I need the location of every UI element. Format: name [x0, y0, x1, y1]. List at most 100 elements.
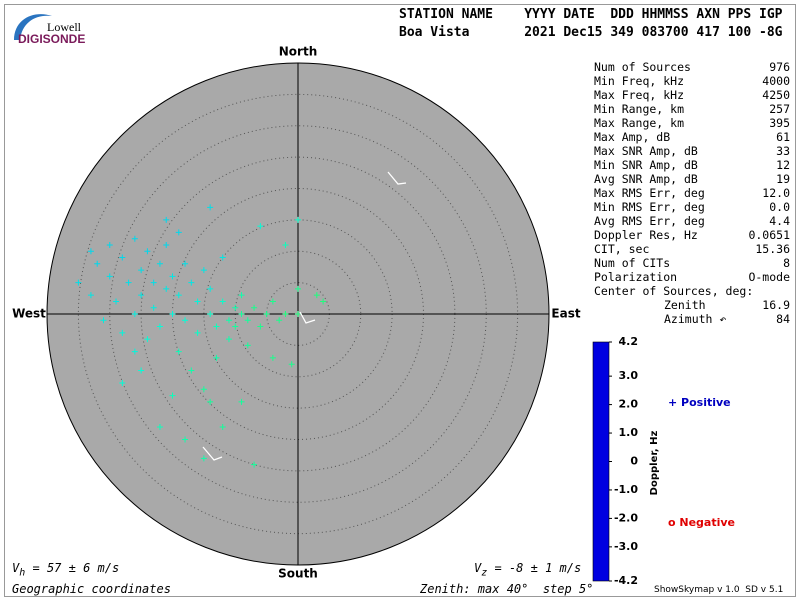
colorbar-tick-label: -1.0	[614, 483, 638, 496]
source-marker	[200, 386, 207, 393]
source-marker	[213, 323, 220, 330]
colorbar-tick-label: 3.0	[619, 369, 639, 382]
symbol: V	[474, 561, 482, 575]
stat-row: Max Freq, kHz 4250	[594, 88, 790, 102]
source-marker	[194, 298, 201, 305]
stat-value: 33	[776, 144, 790, 158]
stat-value: 8	[783, 256, 790, 270]
source-marker	[188, 279, 195, 286]
stat-value: 4.4	[769, 214, 790, 228]
stat-value: 12	[776, 158, 790, 172]
source-marker	[100, 317, 107, 324]
stat-row: Avg RMS Err, deg 4.4	[594, 214, 790, 228]
source-marker	[119, 380, 126, 387]
source-marker	[138, 267, 145, 274]
legend-positive: + Positive	[668, 396, 731, 409]
source-marker	[138, 292, 145, 299]
source-marker	[156, 260, 163, 267]
logo-swoosh	[14, 14, 52, 40]
source-marker	[207, 285, 214, 292]
stat-value: 976	[769, 60, 790, 74]
colorbar-tick-label: -4.2	[614, 574, 638, 587]
source-marker	[238, 311, 245, 317]
source-marker	[257, 223, 264, 230]
stat-value: 0.0	[769, 200, 790, 214]
stat-value: 19	[776, 172, 790, 186]
stat-label: Min Freq, kHz	[594, 74, 685, 88]
stat-label: CIT, sec	[594, 242, 650, 256]
stat-label: Azimuth ↶	[664, 312, 727, 326]
source-marker	[163, 241, 170, 248]
colorbar-tick-label: 0	[630, 455, 638, 468]
source-marker	[175, 229, 182, 236]
stat-value: 395	[769, 116, 790, 130]
source-marker	[163, 285, 170, 292]
stat-row: Num of CITs 8	[594, 256, 790, 270]
source-marker	[138, 367, 145, 374]
source-marker	[269, 354, 276, 361]
source-marker	[106, 241, 113, 248]
stat-value: 15.36	[755, 242, 790, 256]
source-marker	[282, 311, 289, 317]
colorbar-tick-label: 1.0	[619, 426, 639, 439]
source-marker	[295, 216, 301, 223]
source-marker	[219, 298, 226, 305]
south-label: South	[278, 567, 318, 581]
stat-label: Max Range, km	[594, 116, 685, 130]
stat-row: Min Range, km 257	[594, 102, 790, 116]
source-marker	[200, 455, 207, 462]
stat-row: Num of Sources 976	[594, 60, 790, 74]
source-marker	[144, 248, 151, 255]
source-marker	[125, 279, 132, 286]
source-marker	[244, 317, 251, 324]
source-marker	[106, 273, 113, 280]
colorbar-tick-label: -3.0	[614, 540, 638, 553]
zenith-label: Zenith: max 40° step 5°	[420, 582, 594, 596]
west-label: West	[12, 307, 46, 321]
stat-value: 4250	[762, 88, 790, 102]
source-marker	[320, 298, 327, 305]
stat-value: 4000	[762, 74, 790, 88]
source-marker	[263, 311, 270, 317]
logo-bottom: DIGISONDE	[18, 32, 86, 46]
source-marker	[94, 260, 101, 267]
source-marker	[182, 436, 189, 443]
frame	[4, 4, 796, 597]
north-label: North	[279, 45, 317, 59]
stat-row: Min Freq, kHz 4000	[594, 74, 790, 88]
source-marker	[313, 292, 320, 299]
stat-value: 12.0	[762, 186, 790, 200]
colorbar-tick-label: 4.2	[619, 335, 639, 348]
source-marker	[175, 348, 182, 355]
source-marker	[295, 285, 301, 292]
header-line: Boa Vista 2021 Dec15 349 083700 417 100 …	[399, 25, 783, 40]
stat-value: 84	[776, 312, 790, 326]
stat-value: 16.9	[762, 298, 790, 312]
stat-label: Min RMS Err, deg	[594, 200, 705, 214]
source-marker	[131, 348, 138, 355]
stat-row: Min SNR Amp, dB 12	[594, 158, 790, 172]
stat-label: Avg RMS Err, deg	[594, 214, 705, 228]
stat-row: Max RMS Err, deg 12.0	[594, 186, 790, 200]
stat-row: Max SNR Amp, dB 33	[594, 144, 790, 158]
subscript: h	[19, 567, 26, 579]
stat-row: CIT, sec 15.36	[594, 242, 790, 256]
velocity-arrow	[299, 311, 316, 324]
source-marker	[182, 260, 189, 267]
velocity-arrow	[202, 446, 223, 461]
source-marker	[238, 398, 245, 405]
value-text: = -8 ± 1 m/s	[487, 561, 582, 575]
colorbar	[592, 341, 610, 582]
stat-label: Num of CITs	[594, 256, 671, 270]
stat-label: Num of Sources	[594, 60, 691, 74]
source-marker	[225, 336, 232, 343]
colorbar-tick-label: -2.0	[614, 511, 638, 524]
stat-label: Polarization	[594, 270, 678, 284]
source-marker	[282, 241, 289, 248]
legend-negative: o Negative	[668, 516, 735, 529]
stat-label: Max Freq, kHz	[594, 88, 685, 102]
source-marker	[182, 317, 189, 324]
stat-label: Max SNR Amp, dB	[594, 144, 698, 158]
source-marker	[207, 204, 214, 211]
